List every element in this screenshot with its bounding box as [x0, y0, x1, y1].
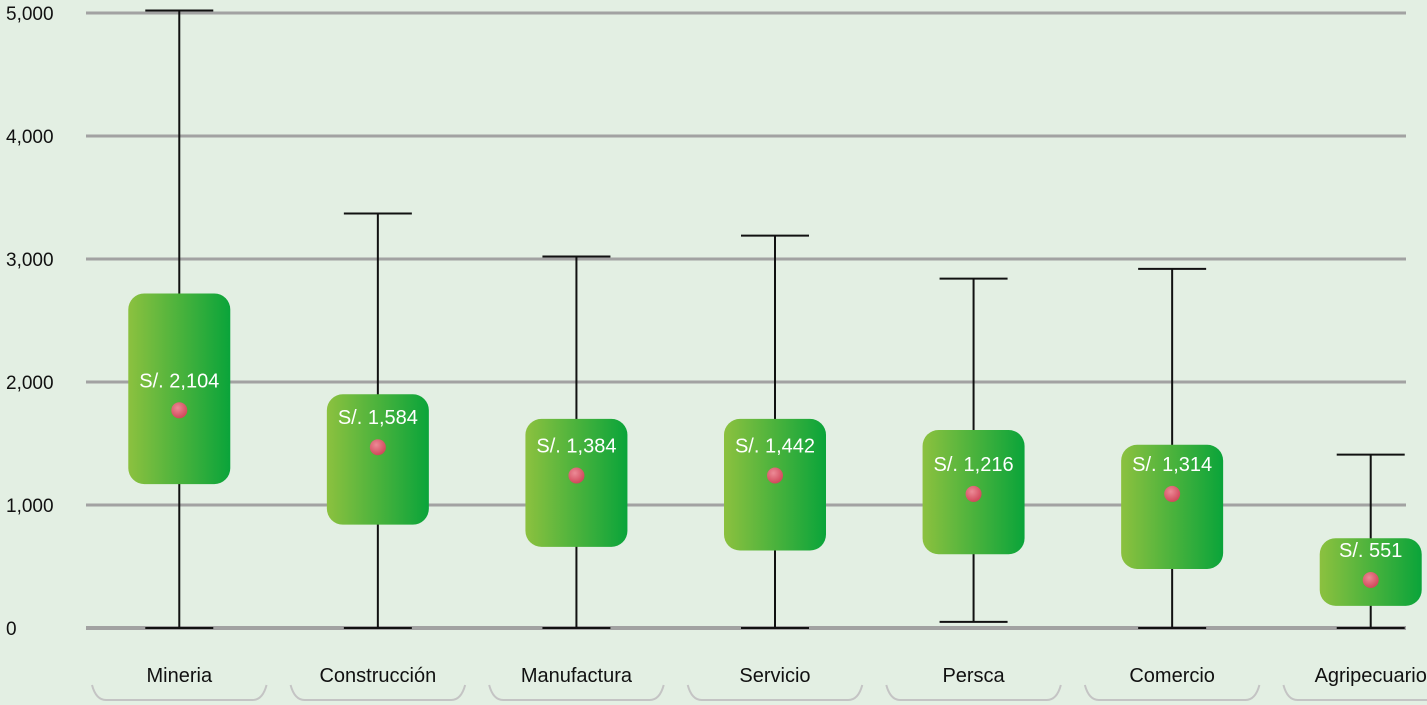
box-group: S/. 1,442	[724, 234, 826, 629]
y-axis-ticks: 0 1,000 2,000 3,000 4,000 5,000	[6, 4, 54, 640]
box-group: S/. 2,104	[128, 9, 231, 629]
category-bracket	[1282, 684, 1427, 701]
category-bracket	[686, 684, 864, 701]
category-label: Comercio	[1129, 665, 1215, 687]
iqr-box	[1121, 444, 1224, 569]
box-value-label: S/. 1,384	[536, 435, 616, 457]
box-group: S/. 551	[1319, 453, 1422, 629]
box-group: S/. 1,384	[525, 255, 628, 629]
iqr-box	[128, 293, 231, 485]
x-axis-categories: Mineria Construcción Manufactura Servicio Pe…	[91, 665, 1427, 701]
mean-marker	[1362, 572, 1379, 589]
box-group: S/. 1,314	[1121, 267, 1224, 629]
mean-marker	[1164, 485, 1181, 502]
category-bracket	[885, 684, 1062, 701]
y-tick-label: 5,000	[6, 4, 54, 25]
box-value-label: S/. 1,216	[934, 454, 1014, 476]
y-tick-label: 1,000	[6, 496, 54, 517]
boxes: S/. 2,104 S/. 1,584 S/. 1,384 S/. 1,442 S/. …	[128, 9, 1422, 629]
y-tick-label: 3,000	[6, 250, 54, 271]
category-label: Persca	[942, 665, 1005, 687]
category-label: Agripecuario	[1315, 665, 1427, 687]
category-bracket	[488, 684, 665, 701]
box-value-label: S/. 1,442	[735, 435, 815, 457]
category-bracket	[1083, 684, 1261, 701]
mean-marker	[965, 485, 982, 502]
y-tick-label: 2,000	[6, 373, 54, 394]
category-label: Manufactura	[521, 665, 633, 687]
iqr-box	[724, 418, 826, 551]
mean-marker	[767, 467, 783, 484]
mean-marker	[568, 467, 585, 484]
mean-marker	[369, 439, 386, 456]
category-label: Construcción	[319, 665, 436, 687]
y-tick-label: 0	[6, 619, 17, 640]
box-value-label: S/. 1,584	[338, 407, 418, 429]
iqr-box	[326, 394, 429, 525]
mean-marker	[171, 402, 188, 419]
box-group: S/. 1,216	[922, 277, 1025, 623]
box-group: S/. 1,584	[326, 212, 429, 629]
y-tick-label: 4,000	[6, 127, 54, 148]
category-bracket	[91, 684, 268, 701]
box-value-label: S/. 2,104	[139, 370, 219, 392]
box-value-label: S/. 1,314	[1132, 454, 1212, 476]
box-value-label: S/. 551	[1339, 540, 1402, 562]
category-label: Mineria	[146, 665, 212, 687]
category-label: Servicio	[739, 665, 810, 687]
category-bracket	[289, 684, 467, 701]
